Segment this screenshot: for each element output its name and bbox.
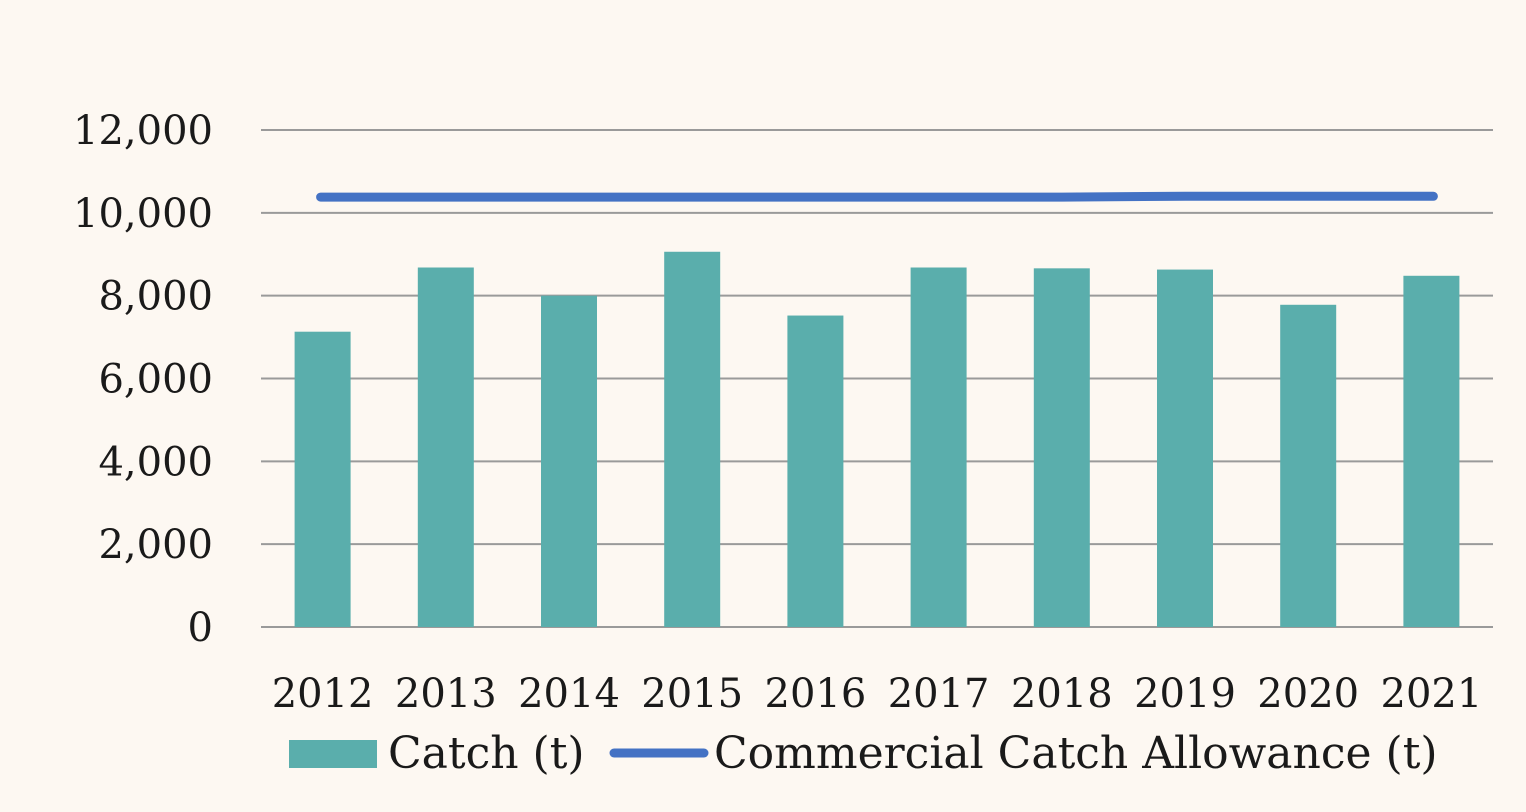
x-tick-label: 2020 — [1257, 671, 1359, 717]
bar-2013 — [417, 267, 474, 627]
x-tick-label: 2012 — [272, 671, 374, 717]
y-tick-label: 2,000 — [98, 522, 213, 568]
y-tick-label: 6,000 — [98, 357, 213, 403]
bar-2017 — [910, 267, 967, 627]
y-axis-tick-labels: 0 2,000 4,000 6,000 8,000 10,000 12,000 — [73, 108, 213, 651]
bar-2018 — [1033, 268, 1090, 627]
bar-2020 — [1280, 304, 1337, 627]
x-tick-label: 2021 — [1381, 671, 1483, 717]
bar-2021 — [1403, 275, 1460, 627]
allowance-line — [316, 191, 1438, 202]
legend-catch-label: Catch (t) — [388, 728, 585, 779]
catch-bars — [294, 251, 1460, 627]
y-tick-label: 12,000 — [73, 108, 213, 154]
bar-2014 — [541, 295, 597, 627]
x-tick-label: 2014 — [518, 671, 620, 717]
x-tick-label: 2013 — [395, 671, 497, 717]
bar-2016 — [787, 315, 844, 627]
legend-allowance-label: Commercial Catch Allowance (t) — [714, 728, 1438, 779]
x-tick-label: 2018 — [1011, 671, 1113, 717]
y-tick-label: 4,000 — [98, 439, 213, 485]
y-tick-label: 10,000 — [73, 191, 213, 237]
x-tick-label: 2015 — [641, 671, 743, 717]
x-axis-tick-labels: 2012 2013 2014 2015 2016 2017 2018 2019 2020 2021 — [272, 671, 1483, 717]
y-tick-label: 8,000 — [98, 274, 213, 320]
legend-catch-swatch — [289, 740, 377, 768]
bar-2015 — [664, 251, 721, 627]
x-tick-label: 2016 — [765, 671, 867, 717]
bar-2012 — [294, 331, 351, 627]
x-tick-label: 2019 — [1134, 671, 1236, 717]
y-tick-label: 0 — [188, 605, 213, 651]
allowance-line-group — [316, 191, 1438, 202]
legend: Catch (t) Commercial Catch Allowance (t) — [289, 728, 1438, 779]
bar-2019 — [1157, 269, 1213, 627]
x-tick-label: 2017 — [888, 671, 990, 717]
